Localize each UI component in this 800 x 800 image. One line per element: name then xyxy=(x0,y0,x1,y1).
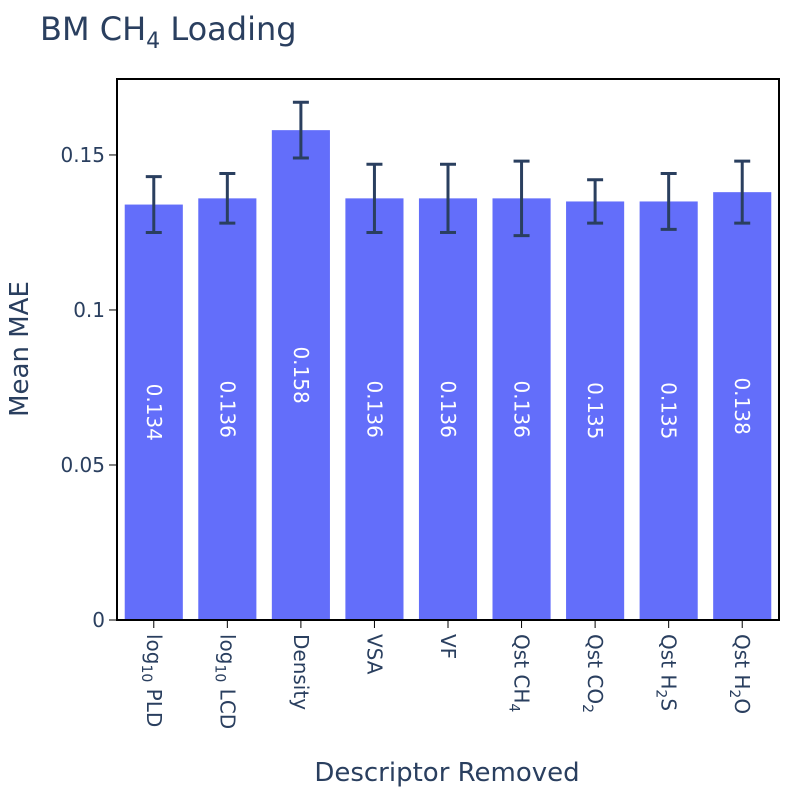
bar-value-label: 0.135 xyxy=(583,382,607,439)
chart-title: BM CH4 Loading xyxy=(40,10,297,54)
x-tick-label: Qst H2O xyxy=(726,634,754,714)
error-bars xyxy=(145,100,751,238)
x-tick-label-part: VF xyxy=(436,634,460,659)
bar-value-label: 0.158 xyxy=(289,346,313,403)
x-tick-label-part: O xyxy=(730,698,754,714)
y-tick-label: 0.15 xyxy=(60,143,105,167)
x-tick-label: VF xyxy=(436,634,460,659)
bar-value-label: 0.136 xyxy=(436,381,460,438)
x-tick-label-part: VSA xyxy=(362,634,386,675)
bar xyxy=(639,201,698,621)
chart-title-subscript: 4 xyxy=(146,29,160,54)
x-tick-label-part: log xyxy=(215,634,239,665)
x-tick-label: Qst CO2 xyxy=(579,634,607,713)
x-tick-label-subscript: 4 xyxy=(506,703,522,712)
bar-value-label: 0.136 xyxy=(215,381,239,438)
x-tick-label-part: LCD xyxy=(215,682,239,729)
x-tick-label-part: Qst H xyxy=(657,634,681,689)
y-axis-title: Mean MAE xyxy=(5,281,35,417)
chart-title-tail: Loading xyxy=(160,10,296,48)
y-axis: 0 0.05 0.1 0.15 xyxy=(60,143,117,632)
x-tick-label-subscript: 10 xyxy=(138,665,154,683)
x-tick-label: Qst CH4 xyxy=(506,634,534,712)
x-tick-label-part: Qst CH xyxy=(510,634,534,703)
x-tick-label: Qst H2S xyxy=(653,634,681,711)
bar-value-label: 0.136 xyxy=(362,381,386,438)
x-tick-label-subscript: 2 xyxy=(726,689,742,698)
x-tick-label-part: PLD xyxy=(142,682,166,727)
y-tick-label: 0 xyxy=(92,608,105,632)
bars xyxy=(124,130,772,621)
x-tick-label: VSA xyxy=(362,634,386,675)
x-tick-label-part: Qst CO xyxy=(583,634,607,704)
bar xyxy=(198,198,257,621)
x-tick-label-subscript: 10 xyxy=(211,665,227,683)
x-tick-label: log10 PLD xyxy=(138,634,166,727)
x-tick-label: log10 LCD xyxy=(211,634,239,729)
x-tick-label-part: log xyxy=(142,634,166,665)
bar xyxy=(713,192,772,620)
chart-title-main: BM CH xyxy=(40,10,146,48)
x-tick-label-part: Qst H xyxy=(730,634,754,689)
bar xyxy=(271,130,330,620)
bar xyxy=(492,198,551,621)
bar xyxy=(345,198,404,621)
x-axis-title: Descriptor Removed xyxy=(314,758,579,788)
plot-area: 0.134 0.136 0.158 0.136 0.136 0.136 0.135 0.135… xyxy=(116,78,780,621)
x-tick-label-subscript: 2 xyxy=(653,689,669,698)
x-tick-label-part: S xyxy=(657,698,681,711)
bar xyxy=(124,204,183,621)
bar-value-labels: 0.134 0.136 0.158 0.136 0.136 0.136 0.135 0.135… xyxy=(142,346,754,440)
y-tick-label: 0.05 xyxy=(60,453,105,477)
bar xyxy=(418,198,478,621)
x-tick-label-subscript: 2 xyxy=(579,704,595,713)
y-tick-label: 0.1 xyxy=(73,298,105,322)
x-tick-label-part: Density xyxy=(289,634,313,710)
bar-value-label: 0.135 xyxy=(657,382,681,439)
bar-value-label: 0.136 xyxy=(510,381,534,438)
bar xyxy=(566,201,625,621)
x-tick-label: Density xyxy=(289,634,313,710)
bar-value-label: 0.134 xyxy=(142,384,166,441)
bar-value-label: 0.138 xyxy=(730,377,754,434)
